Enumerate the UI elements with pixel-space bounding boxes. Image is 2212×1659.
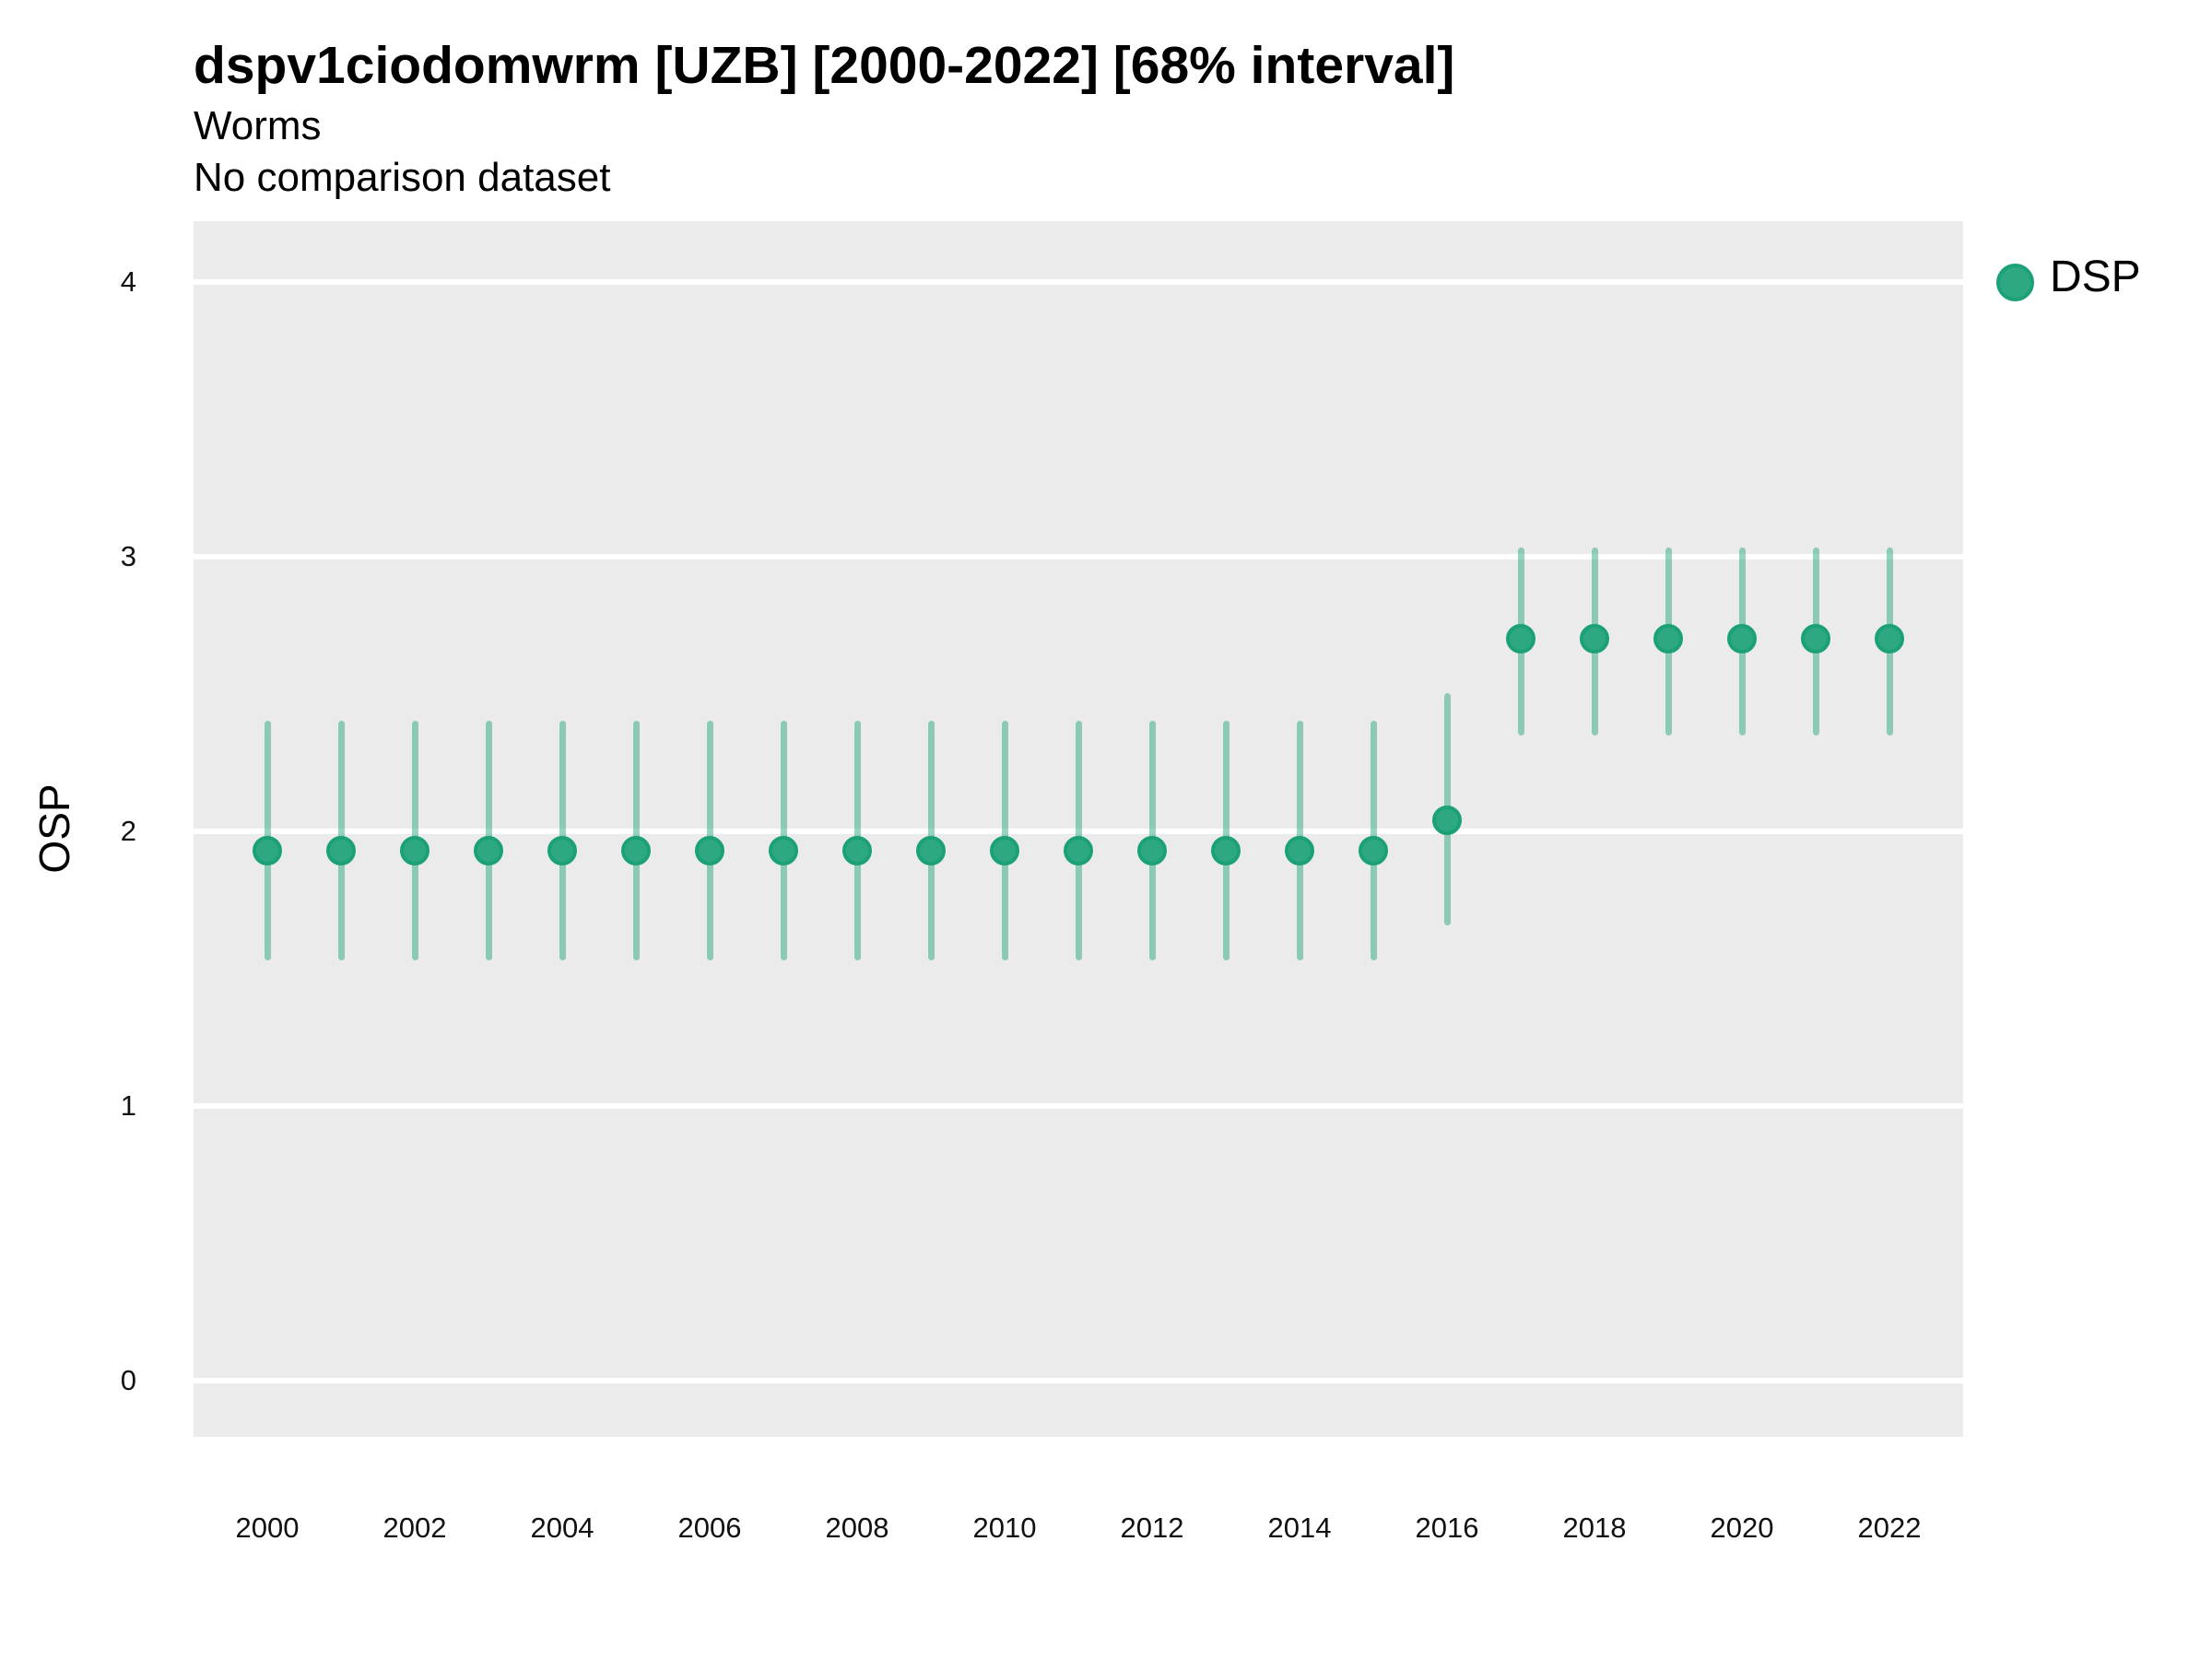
- data-point-2012: [1137, 835, 1167, 865]
- data-point-2017: [1506, 624, 1535, 654]
- x-tick-label: 2016: [1415, 1512, 1479, 1544]
- x-tick-label: 2004: [530, 1512, 594, 1544]
- legend-label-dsp: DSP: [2050, 253, 2141, 301]
- data-point-2011: [1064, 835, 1093, 865]
- data-point-2014: [1285, 835, 1314, 865]
- legend: DSP: [1991, 249, 2203, 308]
- data-point-2005: [621, 835, 651, 865]
- dsp-legend-dot-icon: [1996, 264, 2034, 301]
- x-tick-label: 2018: [1562, 1512, 1627, 1544]
- data-point-2016: [1432, 805, 1462, 835]
- data-point-2020: [1727, 624, 1757, 654]
- x-tick-label: 2002: [382, 1512, 447, 1544]
- x-tick-label: 2008: [825, 1512, 889, 1544]
- data-point-2018: [1580, 624, 1609, 654]
- data-point-2006: [695, 835, 724, 865]
- gridline-y-4: [194, 278, 1963, 285]
- y-tick-label: 0: [120, 1363, 136, 1396]
- data-point-2015: [1359, 835, 1388, 865]
- data-point-2021: [1801, 624, 1830, 654]
- chart-title: dspv1ciodomwrm [UZB] [2000-2022] [68% in…: [194, 36, 1455, 95]
- y-tick-label: 3: [120, 539, 136, 572]
- data-point-2019: [1653, 624, 1683, 654]
- data-point-2002: [400, 835, 429, 865]
- y-tick-label: 1: [120, 1088, 136, 1122]
- x-tick-label: 2022: [1857, 1512, 1922, 1544]
- x-tick-label: 2010: [972, 1512, 1037, 1544]
- x-tick-label: 2006: [677, 1512, 742, 1544]
- plot-panel: [194, 221, 1963, 1437]
- data-point-2022: [1875, 624, 1904, 654]
- x-tick-label: 2000: [235, 1512, 300, 1544]
- data-point-2004: [547, 835, 577, 865]
- x-tick-label: 2012: [1120, 1512, 1184, 1544]
- gridline-y-3: [194, 553, 1963, 559]
- data-point-2007: [769, 835, 798, 865]
- y-tick-label: 2: [120, 814, 136, 847]
- x-tick-label: 2020: [1710, 1512, 1774, 1544]
- data-point-2009: [916, 835, 946, 865]
- comparison-note: No comparison dataset: [194, 155, 611, 200]
- y-tick-label: 4: [120, 265, 136, 298]
- gridline-y-1: [194, 1102, 1963, 1109]
- data-point-2008: [842, 835, 872, 865]
- chart-subtitle: Worms: [194, 103, 322, 148]
- data-point-2001: [326, 835, 356, 865]
- data-point-2000: [253, 835, 282, 865]
- data-point-2003: [474, 835, 503, 865]
- gridline-y-0: [194, 1377, 1963, 1383]
- x-tick-label: 2014: [1267, 1512, 1332, 1544]
- data-point-2013: [1211, 835, 1241, 865]
- data-point-2010: [990, 835, 1019, 865]
